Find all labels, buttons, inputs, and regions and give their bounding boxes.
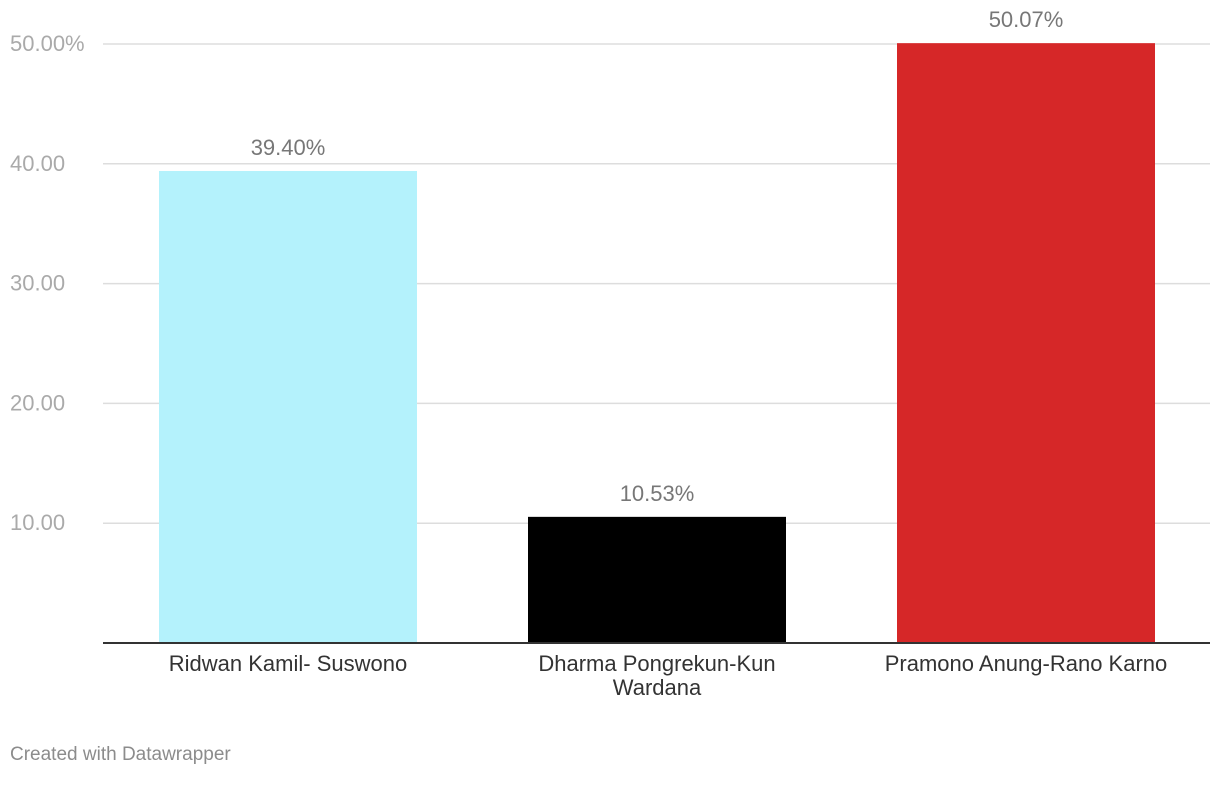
bar — [897, 43, 1155, 644]
x-category-label: Ridwan Kamil- Suswono — [169, 651, 407, 676]
bar-value-label: 39.40% — [251, 135, 326, 160]
x-category-label-line: Pramono Anung-Rano Karno — [885, 651, 1168, 676]
y-tick-label: 40.00 — [10, 151, 65, 176]
datawrapper-credit: Created with Datawrapper — [10, 744, 231, 765]
x-category-label: Dharma Pongrekun-Kun Wardana — [538, 651, 775, 700]
bar — [528, 516, 786, 643]
y-tick-label: 20.00 — [10, 390, 65, 415]
bar-value-label: 10.53% — [620, 481, 695, 506]
bar-value-label: 50.07% — [989, 7, 1064, 32]
x-category-label-line: Wardana — [613, 675, 702, 700]
y-tick-label: 30.00 — [10, 271, 65, 296]
x-category-label-line: Dharma Pongrekun-Kun — [538, 651, 775, 676]
y-tick-label: 50.00% — [10, 31, 85, 56]
y-tick-label: 10.00 — [10, 510, 65, 535]
x-category-label-line: Ridwan Kamil- Suswono — [169, 651, 407, 676]
bar — [159, 170, 417, 643]
x-category-label: Pramono Anung-Rano Karno — [885, 651, 1168, 676]
